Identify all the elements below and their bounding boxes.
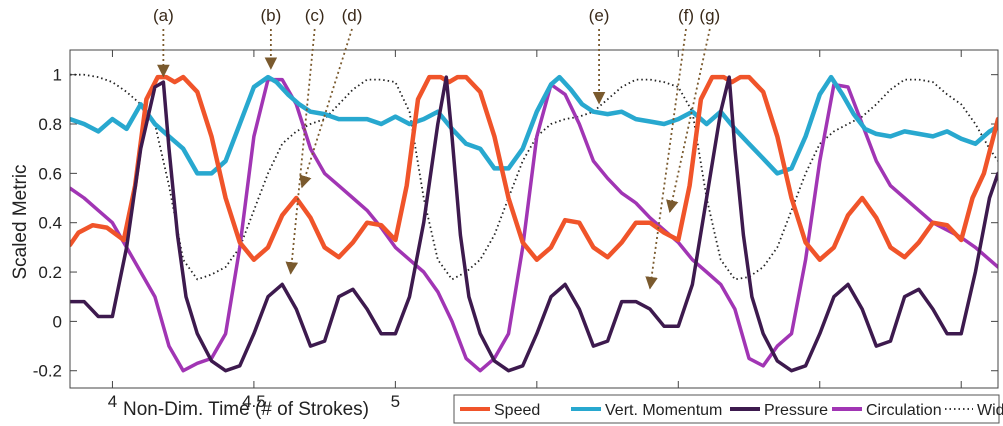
annotation-arrow [645,28,687,290]
x-tick-label: 5 [391,392,400,411]
y-axis-label: Scaled Metric [10,164,31,279]
y-tick-label: 0.2 [38,263,62,282]
y-ticks: -0.2 0 0.2 0.4 0.6 0.8 1 [33,66,998,381]
annotation-label: (d) [342,6,363,25]
annotations: (a) (b) (c) (d) (e) (f) (g) [153,6,720,290]
annotation-label: (g) [699,6,720,25]
y-tick-label: 0 [53,312,62,331]
series-pressure-line [70,75,998,373]
y-tick-label: 0.8 [38,115,62,134]
y-tick-label: 1 [53,66,62,85]
annotation-arrow [666,28,711,213]
legend: Speed Vert. Momentum Pressure Circulation Wi… [453,394,1003,424]
legend-label: Pressure [764,402,828,419]
series-width-line [70,73,998,281]
series-group [70,73,998,373]
annotation-arrow [299,28,353,189]
legend-label: Circulation [866,402,942,419]
annotation-label: (b) [260,6,281,25]
series-speed-line [70,74,998,262]
annotation-label: (e) [589,6,610,25]
series-circulation-line [70,77,998,373]
y-tick-label: -0.2 [33,362,62,381]
annotation-label: (a) [153,6,174,25]
legend-box [453,394,1000,424]
series-vert-momentum-line [70,74,998,176]
y-tick-label: 0.6 [38,164,62,183]
legend-label: Vert. Momentum [605,402,722,419]
legend-label: Width [977,402,1003,419]
annotation-label: (c) [305,6,325,25]
y-tick-label: 0.4 [38,214,62,233]
annotation-label: (f) [678,6,694,25]
annotation-arrow [285,28,316,275]
plot-frame [69,49,999,389]
legend-label: Speed [494,402,540,419]
x-axis-label: Non-Dim. Time (# of Strokes) [123,399,369,420]
x-tick-label: 4.5 [242,392,266,411]
x-tick-label: 4 [108,392,117,411]
